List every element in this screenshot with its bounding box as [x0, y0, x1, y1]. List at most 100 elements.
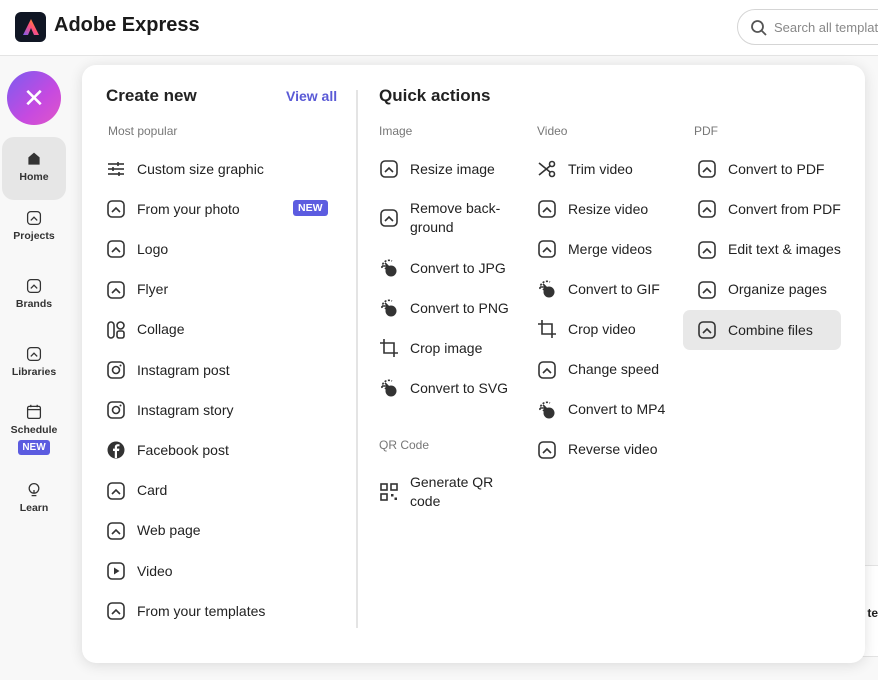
sidebar-item-label: Learn — [19, 502, 49, 514]
new-badge: NEW — [18, 440, 50, 455]
menu-item-label: Change speed — [568, 361, 660, 377]
menu-item-label: Instagram post — [137, 361, 230, 378]
menu-item-convert-to-svg[interactable]: Convert to SVG — [365, 368, 515, 408]
menu-item-label: Edit text & images — [728, 241, 841, 258]
menu-item-organize-pages[interactable]: Organize pages — [683, 270, 841, 310]
sidebar-item-label: Projects — [13, 230, 55, 242]
menu-item-label: Organize pages — [728, 281, 827, 298]
sidebar-item-brands[interactable]: Brands — [2, 278, 66, 310]
sidebar-item-learn[interactable]: Learn — [2, 482, 66, 514]
file-icon — [26, 210, 42, 226]
pdf-sparkle-icon — [698, 160, 716, 178]
scissors-icon — [538, 160, 556, 178]
sidebar-item-home[interactable]: Home — [2, 137, 66, 200]
menu-item-crop-video[interactable]: Crop video — [523, 309, 673, 349]
menu-item-generate-qr-code[interactable]: Generate QR code — [365, 469, 515, 515]
search-input[interactable]: Search all templates — [737, 9, 878, 45]
menu-item-label: Crop video — [568, 320, 636, 337]
reverse-icon — [538, 440, 556, 459]
menu-item-label: Flyer — [137, 281, 169, 298]
menu-item-label: Convert to GIF — [568, 280, 660, 297]
sidebar-item-libraries[interactable]: Libraries — [2, 346, 66, 378]
sidebar-item-schedule[interactable]: Schedule NEW — [2, 404, 66, 455]
menu-item-flyer[interactable]: Flyer — [92, 270, 322, 310]
menu-item-convert-to-jpg[interactable]: Convert to JPG — [365, 248, 515, 288]
divider — [356, 90, 358, 628]
resize-icon — [380, 160, 398, 178]
facebook-icon — [107, 441, 125, 459]
menu-item-convert-from-pdf[interactable]: Convert from PDF — [683, 189, 841, 229]
instagram-icon — [107, 361, 125, 379]
menu-item-label: Generate QR code — [410, 474, 494, 509]
home-icon — [28, 152, 40, 165]
menu-item-label: From your templates — [137, 602, 266, 619]
menu-item-label: Merge videos — [568, 240, 653, 257]
menu-item-collage[interactable]: Collage — [92, 310, 322, 350]
menu-item-edit-text-images[interactable]: Edit text & images — [683, 230, 841, 270]
organize-icon — [698, 281, 716, 299]
video-icon — [107, 562, 125, 580]
view-all-link[interactable]: View all — [286, 88, 338, 104]
menu-item-label: Facebook post — [137, 441, 229, 458]
menu-item-label: Convert to PNG — [410, 299, 509, 316]
close-icon: ✕ — [23, 82, 45, 113]
menu-item-label: Convert to MP4 — [568, 401, 666, 418]
menu-item-convert-to-png[interactable]: Convert to PNG — [365, 288, 515, 328]
menu-item-trim-video[interactable]: Trim video — [523, 149, 673, 189]
app-name: Adobe Express — [54, 14, 200, 36]
menu-item-from-your-photo[interactable]: From your photo — [92, 189, 322, 229]
instagram-icon — [107, 401, 125, 419]
convert-icon — [539, 280, 555, 298]
menu-item-label: Instagram story — [137, 401, 234, 418]
menu-item-label: Convert from PDF — [728, 200, 841, 217]
menu-item-remove-back-ground[interactable]: Remove back- ground — [365, 195, 515, 241]
menu-item-instagram-post[interactable]: Instagram post — [92, 350, 322, 390]
sidebar-item-label: Home — [19, 171, 49, 183]
sidebar-item-projects[interactable]: Projects — [2, 210, 66, 242]
menu-item-label: Reverse video — [568, 441, 658, 458]
menu-item-label: Convert to JPG — [410, 259, 506, 276]
menu-item-facebook-post[interactable]: Facebook post — [92, 430, 322, 470]
menu-item-from-your-templates[interactable]: From your templates — [92, 591, 322, 631]
menu-item-reverse-video[interactable]: Reverse video — [523, 430, 673, 470]
menu-item-resize-video[interactable]: Resize video — [523, 189, 673, 229]
menu-item-combine-files[interactable]: Combine files — [683, 310, 841, 351]
menu-item-instagram-story[interactable]: Instagram story — [92, 390, 322, 430]
edit-layout-icon — [698, 240, 716, 259]
sidebar-item-label: Brands — [15, 298, 53, 310]
menu-item-card[interactable]: Card — [92, 471, 322, 511]
pdf-icon — [698, 200, 716, 219]
menu-item-resize-image[interactable]: Resize image — [365, 149, 515, 189]
menu-item-change-speed[interactable]: Change speed — [523, 350, 673, 390]
menu-item-label: Resize video — [568, 200, 649, 217]
sidebar-item-label: Libraries — [11, 366, 57, 378]
menu-item-convert-to-mp4[interactable]: Convert to MP4 — [523, 390, 673, 430]
menu-item-label: Resize image — [410, 160, 495, 177]
pdf-section-label: PDF — [694, 124, 718, 138]
menu-item-video[interactable]: Video — [92, 551, 322, 591]
brand-icon — [26, 278, 42, 294]
crop-icon — [380, 339, 398, 357]
convert-icon — [381, 299, 397, 317]
menu-item-label: Web page — [137, 522, 201, 539]
video-section-label: Video — [537, 124, 568, 138]
close-create-menu-button[interactable]: ✕ — [7, 71, 61, 125]
menu-item-label: Convert to SVG — [410, 379, 509, 396]
top-bar: Adobe Express Search all templates — [0, 0, 878, 56]
combine-icon — [698, 321, 716, 339]
quick-actions-title: Quick actions — [379, 86, 491, 105]
menu-item-merge-videos[interactable]: Merge videos — [523, 229, 673, 269]
menu-item-crop-image[interactable]: Crop image — [365, 328, 515, 368]
menu-item-convert-to-gif[interactable]: Convert to GIF — [523, 269, 673, 309]
menu-item-logo[interactable]: Logo — [92, 229, 322, 269]
create-menu-panel: Create new View all Most popular Quick a… — [82, 65, 865, 663]
menu-item-convert-to-pdf[interactable]: Convert to PDF — [683, 149, 841, 189]
qr-section-label: QR Code — [379, 438, 430, 452]
menu-item-label: Custom size graphic — [137, 160, 264, 177]
logo-icon — [107, 240, 125, 259]
adobe-express-logo[interactable] — [15, 12, 46, 42]
flyer-icon — [107, 280, 125, 299]
menu-item-web-page[interactable]: Web page — [92, 511, 322, 551]
menu-item-custom-size-graphic[interactable]: Custom size graphic — [92, 149, 322, 189]
remove-bg-icon — [380, 209, 398, 227]
